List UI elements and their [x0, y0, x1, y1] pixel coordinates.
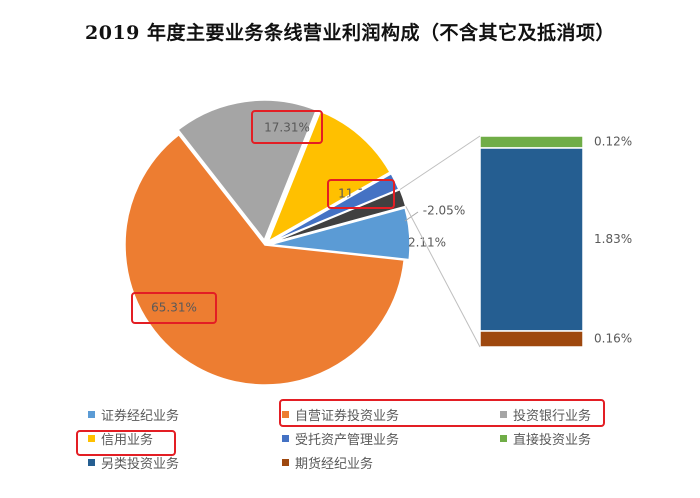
- highlight-box-credit-label: [327, 179, 395, 209]
- breakdown-label: 0.12%: [594, 135, 632, 149]
- connector-line: [405, 206, 481, 348]
- legend-label: 自营证券投资业务: [295, 409, 400, 424]
- legend-label: 受托资产管理业务: [295, 433, 400, 448]
- pie-slice: [269, 206, 411, 261]
- breakdown-segment: [479, 330, 584, 348]
- slice-label: 2.11%: [408, 236, 446, 250]
- legend-item: 自营证券投资业务: [282, 405, 399, 424]
- highlight-box-legend-credit: [76, 430, 176, 456]
- legend-item: 受托资产管理业务: [282, 429, 399, 448]
- legend-swatch: [88, 411, 95, 418]
- legend-swatch: [282, 411, 289, 418]
- highlight-box-proprietary-label: [131, 292, 217, 324]
- breakdown-label: 1.83%: [594, 232, 632, 246]
- breakdown-label: 0.16%: [594, 332, 632, 346]
- legend-swatch: [500, 435, 507, 442]
- slice-label: -2.05%: [423, 204, 465, 218]
- legend-swatch: [88, 435, 95, 442]
- legend-label: 投资银行业务: [513, 409, 592, 424]
- legend-label: 另类投资业务: [101, 457, 180, 472]
- legend-swatch: [500, 411, 507, 418]
- breakdown-segment: [479, 135, 584, 149]
- legend-item: 直接投资业务: [500, 429, 591, 448]
- legend-item: 期货经纪业务: [282, 453, 373, 472]
- highlight-box-legend-row1: [279, 399, 605, 427]
- legend-item: 证券经纪业务: [88, 405, 179, 424]
- legend-item: 信用业务: [88, 429, 153, 448]
- legend-label: 直接投资业务: [513, 433, 592, 448]
- connector-line: [399, 135, 481, 190]
- chart-title: 2019 年度主要业务条线营业利润构成（不含其它及抵消项）: [85, 22, 615, 44]
- pie-slice: [266, 110, 392, 243]
- breakdown-segment: [479, 147, 584, 332]
- legend-label: 期货经纪业务: [295, 457, 374, 472]
- legend-item: 另类投资业务: [88, 453, 179, 472]
- legend-label: 证券经纪业务: [101, 409, 180, 424]
- slice-label: 65.31%: [151, 301, 197, 315]
- pie-slice: [270, 188, 407, 244]
- slice-label: 17.31%: [264, 121, 310, 135]
- legend-swatch: [88, 459, 95, 466]
- legend-swatch: [282, 435, 289, 442]
- legend-label: 信用业务: [101, 433, 154, 448]
- legend-swatch: [282, 459, 289, 466]
- highlight-box-investment-banking-label: [251, 110, 323, 144]
- legend-item: 投资银行业务: [500, 405, 591, 424]
- pie-slice: [176, 99, 318, 242]
